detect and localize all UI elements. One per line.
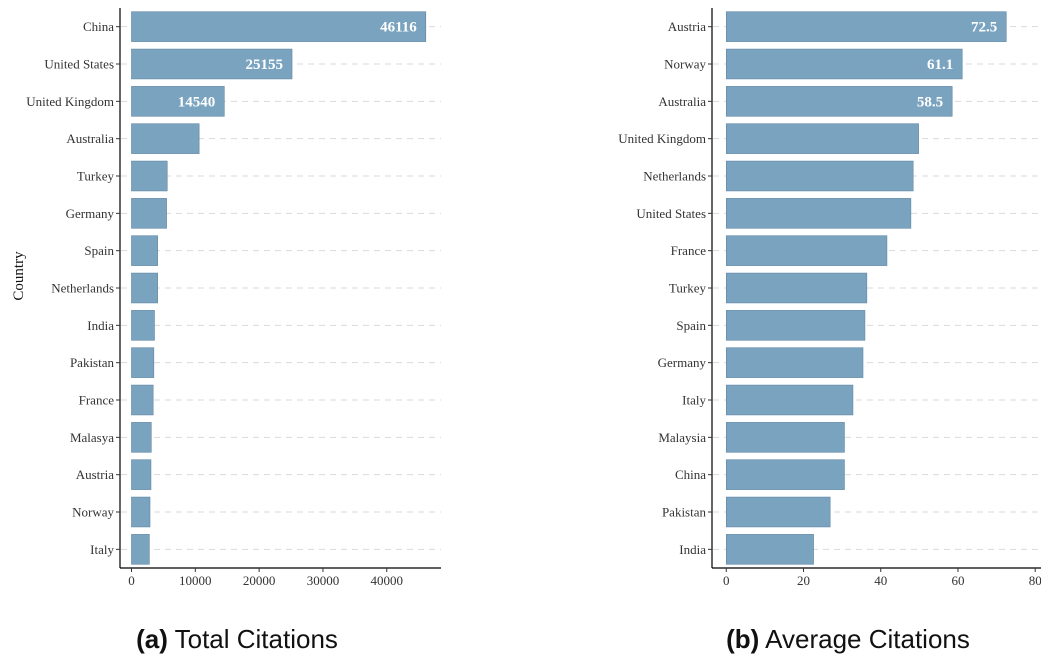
data-label-united-states: 25155 (246, 57, 284, 73)
y-tick-label-turkey: Turkey (77, 169, 115, 184)
caption-total-citations: (a) Total Citations (136, 624, 338, 654)
y-tick-label-australia: Australia (658, 94, 706, 109)
y-tick-label-norway: Norway (72, 505, 114, 520)
bar-united-kingdom (131, 86, 225, 117)
x-tick-label-0: 0 (128, 573, 135, 588)
y-tick-label-spain: Spain (676, 318, 706, 333)
x-tick-label-30000: 30000 (307, 573, 340, 588)
panel-total-citations: 46116 25155 14540 China United States United… (11, 8, 441, 654)
x-tick-label-20000: 20000 (243, 573, 276, 588)
x-tick-labels-average-citations: 0 20 40 60 80 (723, 568, 1041, 588)
bars-average-citations (725, 11, 1007, 565)
bar-turkey (131, 160, 168, 192)
y-tick-label-india: India (679, 542, 706, 557)
bar-malasya (131, 422, 152, 453)
bar-germany (131, 198, 167, 229)
bar-pakistan (131, 347, 155, 378)
y-tick-label-italy: Italy (682, 393, 706, 408)
bar-india (725, 534, 814, 565)
y-tick-label-pakistan: Pakistan (662, 505, 707, 520)
y-tick-label-india: India (87, 318, 114, 333)
bar-austria (131, 459, 152, 490)
data-labels-average-citations: 72.5 61.1 58.5 (917, 20, 997, 111)
bar-turkey (725, 272, 868, 304)
bar-spain (725, 310, 866, 341)
caption-text-a: Total Citations (168, 624, 338, 654)
y-tick-label-italy: Italy (90, 542, 114, 557)
y-tick-label-china: China (83, 19, 114, 34)
y-tick-label-china: China (675, 467, 706, 482)
x-tick-label-40: 40 (874, 573, 887, 588)
bar-pakistan (725, 496, 831, 528)
data-label-united-kingdom: 14540 (178, 94, 216, 110)
gridlines-total-citations (121, 26, 441, 550)
bar-spain (131, 235, 158, 266)
y-tick-label-norway: Norway (664, 57, 706, 72)
x-tick-labels-total-citations: 0 10000 20000 30000 40000 (128, 568, 403, 588)
y-tick-label-united-states: United States (44, 57, 114, 72)
data-labels-total-citations: 46116 25155 14540 (178, 20, 417, 111)
bar-italy (131, 534, 150, 565)
bar-united-states (725, 198, 912, 229)
y-tick-label-netherlands: Netherlands (51, 281, 114, 296)
y-tick-label-france: France (671, 243, 707, 258)
y-tick-label-austria: Austria (668, 19, 707, 34)
y-tick-label-united-kingdom: United Kingdom (26, 94, 114, 109)
bar-australia (131, 123, 200, 154)
bar-china (725, 459, 845, 490)
bar-germany (725, 347, 864, 378)
bar-norway (131, 496, 151, 528)
y-tick-label-germany: Germany (66, 206, 115, 221)
y-tick-label-turkey: Turkey (669, 281, 707, 296)
bar-netherlands (131, 272, 158, 304)
bar-india (131, 310, 155, 341)
y-tick-label-pakistan: Pakistan (70, 355, 115, 370)
y-tick-labels-total-citations: China United States United Kingdom Australi… (26, 19, 120, 557)
caption-letter-b: (b) (726, 624, 759, 654)
bar-italy (725, 384, 854, 416)
data-label-china: 46116 (380, 20, 417, 36)
bar-netherlands (725, 160, 914, 192)
x-tick-label-10000: 10000 (179, 573, 212, 588)
y-tick-label-netherlands: Netherlands (643, 169, 706, 184)
caption-text-b: Average Citations (759, 624, 970, 654)
caption-average-citations: (b) Average Citations (726, 624, 970, 654)
x-tick-label-80: 80 (1029, 573, 1041, 588)
x-tick-label-20: 20 (797, 573, 810, 588)
bar-france (725, 235, 888, 266)
y-tick-label-spain: Spain (84, 243, 114, 258)
data-label-norway: 61.1 (927, 57, 953, 73)
bar-france (131, 384, 154, 416)
y-tick-label-austria: Austria (76, 467, 115, 482)
y-tick-label-france: France (79, 393, 115, 408)
x-tick-label-0: 0 (723, 573, 730, 588)
y-tick-label-malaysia: Malaysia (658, 430, 706, 445)
x-tick-label-40000: 40000 (371, 573, 404, 588)
data-label-austria: 72.5 (971, 20, 997, 36)
y-tick-labels-average-citations: Austria Norway Australia United Kingdom Neth… (618, 19, 712, 557)
bar-united-states (131, 48, 293, 80)
y-axis-title-total-citations: Country (11, 251, 27, 301)
bar-malaysia (725, 422, 845, 453)
panel-average-citations: 72.5 61.1 58.5 Austria Norway Australia Unite… (618, 8, 1041, 654)
bar-australia (725, 86, 953, 117)
y-tick-label-united-kingdom: United Kingdom (618, 131, 706, 146)
data-label-australia: 58.5 (917, 94, 943, 110)
bars-total-citations (131, 11, 427, 565)
y-tick-label-united-states: United States (636, 206, 706, 221)
x-tick-label-60: 60 (951, 573, 964, 588)
bar-china (131, 11, 427, 42)
y-tick-label-germany: Germany (658, 355, 707, 370)
y-tick-label-australia: Australia (66, 131, 114, 146)
bar-austria (725, 11, 1007, 42)
caption-letter-a: (a) (136, 624, 168, 654)
bar-norway (725, 48, 963, 80)
bar-united-kingdom (725, 123, 919, 154)
y-tick-label-malasya: Malasya (70, 430, 114, 445)
